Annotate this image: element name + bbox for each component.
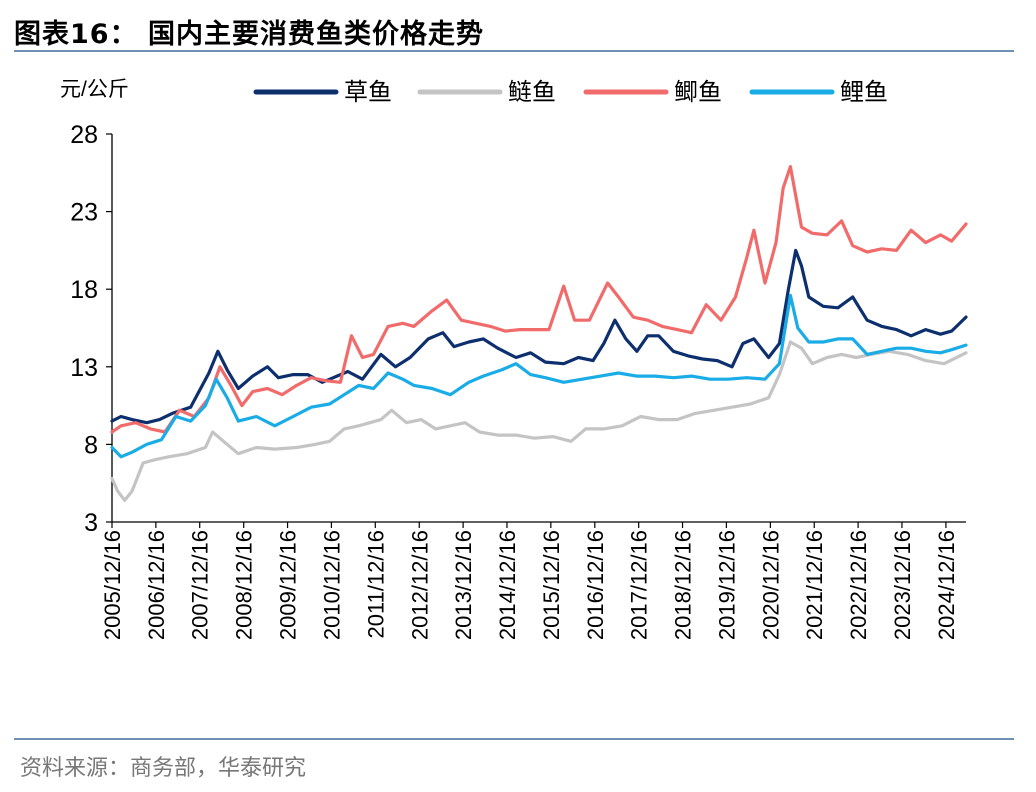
x-tick-label: 2011/12/16 — [363, 530, 388, 638]
series-line-1 — [110, 248, 968, 425]
x-tick-label: 2017/12/16 — [627, 530, 652, 640]
y-tick-label: 28 — [70, 121, 98, 149]
series-line-4 — [110, 293, 968, 459]
y-tick-label: 3 — [84, 509, 98, 537]
x-tick-label: 2019/12/16 — [714, 530, 739, 640]
x-tick-label: 2018/12/16 — [671, 530, 696, 640]
y-tick-label: 13 — [70, 354, 98, 382]
legend-label: 鲢鱼 — [508, 79, 556, 106]
x-tick-label: 2014/12/16 — [495, 530, 520, 640]
legend: 草鱼 鲢鱼 鲫鱼 鲤鱼 — [253, 79, 888, 106]
x-tick-label: 2022/12/16 — [846, 530, 871, 640]
y-tick-label: 8 — [84, 431, 98, 459]
x-tick-label: 2020/12/16 — [758, 530, 783, 640]
figure-title: 图表16： 国内主要消费鱼类价格走势 — [14, 19, 484, 50]
series-line-3 — [110, 165, 968, 434]
y-tick-label: 23 — [70, 199, 98, 227]
y-axis-label: 元/公斤 — [60, 78, 129, 101]
x-tick-label: 2006/12/16 — [144, 530, 169, 640]
legend-label: 草鱼 — [344, 79, 392, 106]
x-tick-label: 2023/12/16 — [890, 530, 915, 640]
source-note: 资料来源：商务部，华泰研究 — [20, 756, 307, 781]
title-divider — [14, 50, 1014, 52]
x-tick-label: 2021/12/16 — [802, 530, 827, 640]
y-tick-label: 18 — [70, 276, 98, 304]
axes: 3 8 13 18 23 28 2005/12/16 2006/12/16 2007/12/16… — [70, 121, 966, 640]
x-tick-label: 2024/12/16 — [934, 530, 959, 640]
legend-label: 鲫鱼 — [674, 79, 722, 106]
x-tick-label: 2016/12/16 — [583, 530, 608, 640]
series-group — [110, 165, 968, 502]
x-tick-label: 2009/12/16 — [276, 530, 301, 640]
x-tick-label: 2012/12/16 — [407, 530, 432, 640]
legend-label: 鲤鱼 — [840, 79, 888, 106]
x-tick-label: 2015/12/16 — [539, 530, 564, 640]
x-tick-label: 2008/12/16 — [232, 530, 257, 640]
footer-divider — [14, 738, 1014, 740]
series-line-2 — [110, 340, 968, 502]
x-tick-label: 2013/12/16 — [451, 530, 476, 640]
x-tick-label: 2010/12/16 — [319, 530, 344, 640]
x-tick-label: 2007/12/16 — [188, 530, 213, 640]
x-tick-label: 2005/12/16 — [100, 530, 125, 640]
